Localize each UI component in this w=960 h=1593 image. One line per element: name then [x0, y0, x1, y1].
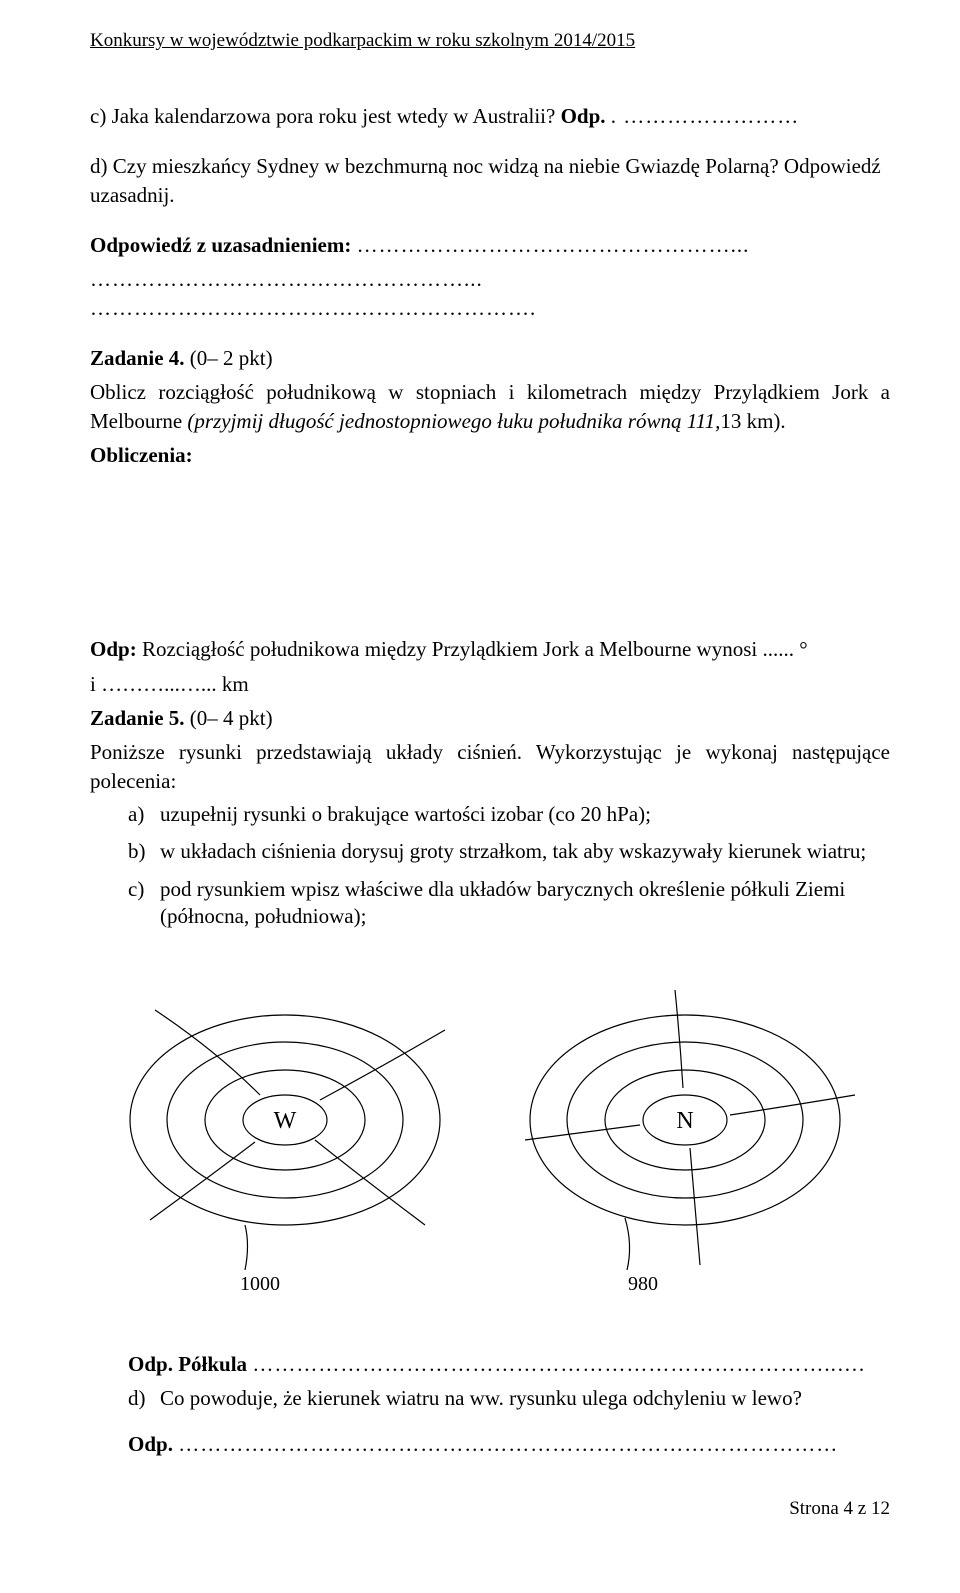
- list-marker-a: a): [128, 801, 160, 828]
- diagram-right-letter: N: [676, 1108, 693, 1134]
- question-c-text: c) Jaka kalendarzowa pora roku jest wted…: [90, 104, 561, 128]
- calc-space: [90, 475, 890, 635]
- page-root: Konkursy w województwie podkarpackim w r…: [0, 0, 960, 1560]
- odp-polkula-dots: ……………………………………………………………………..….: [252, 1352, 865, 1376]
- task-5-title: Zadanie 5.: [90, 706, 185, 730]
- odp-bottom-label: Odp.: [128, 1432, 173, 1456]
- task-5-c: c) pod rysunkiem wpisz właściwe dla ukła…: [128, 876, 890, 931]
- odp-bottom-line: Odp. ………………………………………………………………………………: [128, 1430, 890, 1458]
- task-4-heading: Zadanie 4. (0– 2 pkt): [90, 344, 890, 372]
- obliczenia-label: Obliczenia:: [90, 441, 890, 469]
- list-marker-b: b): [128, 838, 160, 865]
- odp-rozciaglosc: Odp: Rozciągłość południkowa między Przy…: [90, 635, 890, 663]
- task-5-c-text: pod rysunkiem wpisz właściwe dla układów…: [160, 876, 890, 931]
- task-5-a: a) uzupełnij rysunki o brakujące wartośc…: [128, 801, 890, 828]
- list-marker-c: c): [128, 876, 160, 931]
- task-5-para: Poniższe rysunki przedstawiają układy ci…: [90, 738, 890, 795]
- question-d-bottom-text: Co powoduje, że kierunek wiatru na ww. r…: [160, 1385, 890, 1412]
- task-4-points: (0– 2 pkt): [185, 346, 273, 370]
- task-4-title: Zadanie 4.: [90, 346, 185, 370]
- answer-with-justification: Odpowiedź z uzasadnieniem: ……………………………………: [90, 231, 890, 259]
- diagram-right-value: 980: [628, 1273, 658, 1295]
- page-footer: Strona 4 z 12: [90, 1498, 890, 1520]
- pressure-diagram-right: N 980: [505, 970, 875, 1300]
- spacer: [90, 1320, 890, 1350]
- diagram-left-value: 1000: [240, 1273, 280, 1295]
- task-4-body: Oblicz rozciągłość południkową w stopnia…: [90, 378, 890, 435]
- odp-label: Odp.: [561, 104, 606, 128]
- question-c: c) Jaka kalendarzowa pora roku jest wted…: [90, 102, 890, 130]
- list-marker-d: d): [128, 1385, 160, 1412]
- odp-text: Rozciągłość południkowa między Przylądki…: [142, 637, 808, 661]
- odp-line-2: i ………...…... km: [90, 670, 890, 698]
- odp-bottom-dots: ………………………………………………………………………………: [178, 1432, 838, 1456]
- task-4-italic: (przyjmij długość jednostopniowego łuku …: [187, 409, 720, 433]
- page-header: Konkursy w województwie podkarpackim w r…: [90, 30, 890, 52]
- question-c-dots: . ……………………: [611, 104, 800, 128]
- diagram-left-letter: W: [274, 1108, 297, 1134]
- question-d-bottom: d) Co powoduje, że kierunek wiatru na ww…: [128, 1385, 890, 1412]
- odp-label-2: Odp:: [90, 637, 142, 661]
- answer-dots-2: ……………………………………………... ……………………………………………………: [90, 265, 890, 322]
- answer-dots-1: ……………………………………………...: [357, 233, 750, 257]
- answer-label: Odpowiedź z uzasadnieniem:: [90, 233, 351, 257]
- task-5-heading: Zadanie 5. (0– 4 pkt): [90, 704, 890, 732]
- pressure-diagram-left: W 1000: [105, 970, 475, 1300]
- task-5-b-text: w układach ciśnienia dorysuj groty strza…: [160, 838, 890, 865]
- task-5-points: (0– 4 pkt): [185, 706, 273, 730]
- question-d: d) Czy mieszkańcy Sydney w bezchmurną no…: [90, 152, 890, 209]
- task-5-b: b) w układach ciśnienia dorysuj groty st…: [128, 838, 890, 865]
- task-4-text-2: 13 km).: [720, 409, 785, 433]
- diagram-row: W 1000 N 980: [90, 970, 890, 1300]
- odp-polkula-line: Odp. Półkula …………………………………………………………………….…: [128, 1350, 890, 1378]
- odp-polkula-label: Odp. Półkula: [128, 1352, 247, 1376]
- task-5-a-text: uzupełnij rysunki o brakujące wartości i…: [160, 801, 890, 828]
